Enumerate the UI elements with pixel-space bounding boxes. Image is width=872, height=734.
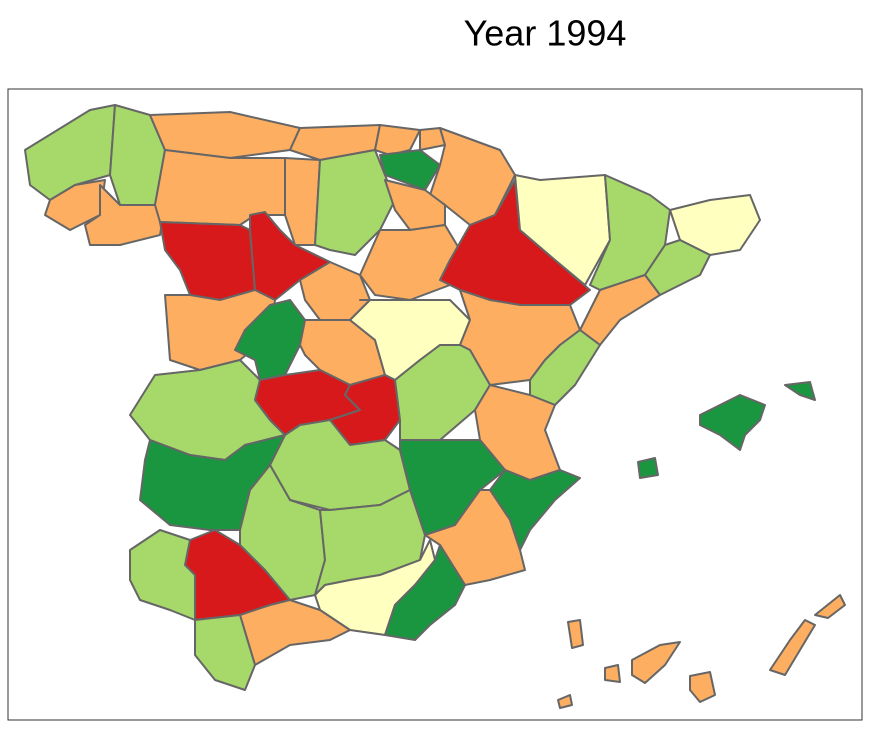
province [424,489,526,586]
province [631,641,681,684]
province [689,671,716,703]
province [514,174,611,286]
province [557,694,573,709]
province [784,381,816,401]
province [637,457,659,479]
province [239,599,351,666]
map-frame [7,88,863,721]
province [384,544,466,641]
province [567,619,584,649]
province [699,394,766,451]
province [604,664,621,683]
province [814,594,846,619]
province [769,619,816,676]
province [284,157,321,246]
province [194,614,256,691]
province [159,221,256,301]
province [429,127,516,226]
map-title: Year 1994 [464,13,627,54]
provinces [24,104,846,709]
province [129,529,196,621]
province [24,104,116,201]
province [84,184,166,246]
